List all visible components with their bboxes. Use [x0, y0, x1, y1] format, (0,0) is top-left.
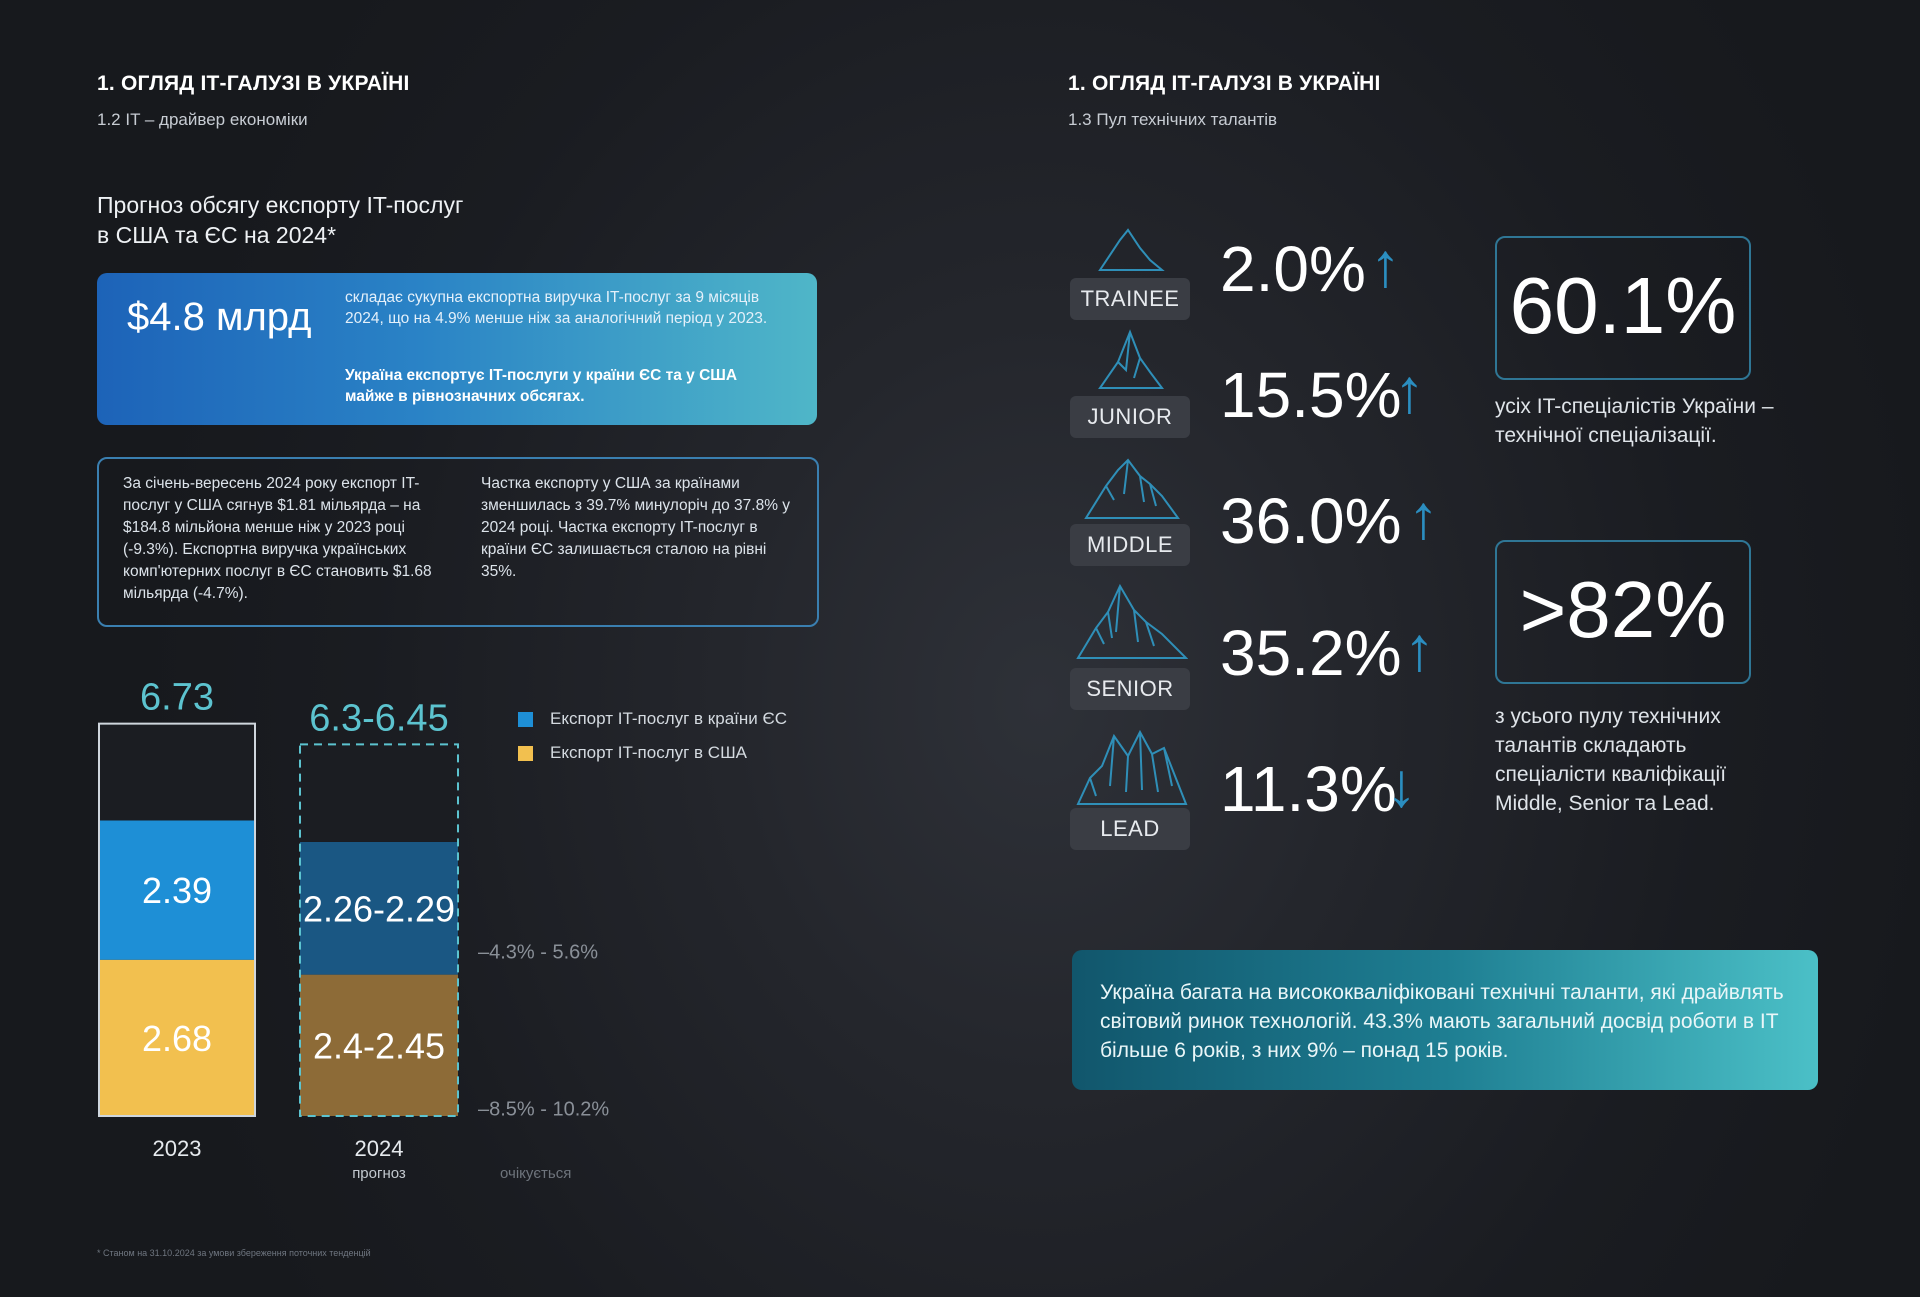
export-revenue-highlight: Україна експортує IT-послуги у країни ЄС…: [345, 367, 738, 405]
level-pct: 36.0%: [1220, 485, 1402, 557]
stat-box-technical-share: 60.1%: [1495, 236, 1751, 380]
stat-caption-line: спеціалісти кваліфікації: [1495, 763, 1727, 786]
mountain-range-icon: [1084, 458, 1180, 519]
export-revenue-card: $4.8 млрд складає сукупна експортна виру…: [97, 273, 817, 425]
legend-us-swatch: [518, 746, 533, 761]
footnote: * Станом на 31.10.2024 за умови збережен…: [97, 1248, 371, 1258]
arrow-up-icon: ↑: [1370, 231, 1401, 300]
chart-total-label: 6.73: [140, 677, 214, 719]
stat-caption-senior-share: з усього пулу технічних талантів складаю…: [1495, 702, 1835, 818]
chart-bar-segment: [98, 723, 256, 821]
chart-bar-segment: [300, 974, 458, 1116]
stat-caption-line: талантів складають: [1495, 734, 1687, 757]
level-pct: 15.5%: [1220, 359, 1402, 431]
chart-segment-label: 2.39: [142, 870, 212, 911]
right-section-title: 1. ОГЛЯД ІТ-ГАЛУЗІ В УКРАЇНІ: [1068, 72, 1381, 95]
talent-summary-text: Україна багата на висококваліфіковані те…: [1100, 981, 1784, 1062]
left-section-subtitle: 1.2 IT – драйвер економіки: [97, 110, 308, 129]
headline-line-2: в США та ЄС на 2024*: [97, 222, 337, 248]
export-details-usa: За січень-вересень 2024 року експорт IT-…: [123, 475, 432, 602]
chart-segment-label: 2.4-2.45: [313, 1025, 445, 1066]
level-pct: 11.3%: [1220, 753, 1397, 825]
chart-bar-segment: [98, 820, 256, 960]
legend-us-label: Експорт IT-послуг в США: [550, 743, 748, 762]
talent-summary-card: Україна багата на висококваліфіковані те…: [1072, 950, 1818, 1090]
chart-annotation-us: –8.5% - 10.2%: [478, 1098, 609, 1120]
export-stacked-bar-chart: 2.68 2.39 6.73 2023 2.4-2.45 2.26-2.29 6.3-6.4…: [98, 677, 609, 1182]
chart-category-label: 2023: [153, 1136, 202, 1161]
arrow-up-icon: ↑: [1394, 357, 1425, 426]
level-badge: LEAD: [1070, 808, 1190, 850]
level-middle: MIDDLE: [1070, 456, 1200, 566]
stat-caption-line: з усього пулу технічних: [1495, 705, 1721, 728]
headline-line-1: Прогноз обсягу експорту IT-послуг: [97, 192, 464, 218]
legend-eu-label: Експорт IT-послуг в країни ЄС: [550, 709, 787, 728]
level-pct: 2.0%: [1220, 233, 1366, 305]
stat-caption-line: Middle, Senior та Lead.: [1495, 792, 1715, 815]
level-junior: JUNIOR: [1070, 328, 1200, 438]
stat-value: >82%: [1519, 565, 1727, 654]
left-section-title: 1. ОГЛЯД ІТ-ГАЛУЗІ В УКРАЇНІ: [97, 72, 410, 95]
chart-bar-segment: [300, 841, 458, 975]
legend-eu-swatch: [518, 712, 533, 727]
export-details-share: Частка експорту у США за країнами зменши…: [481, 475, 791, 580]
stat-value: 60.1%: [1509, 261, 1737, 350]
chart-category-sublabel: прогноз: [352, 1165, 406, 1182]
export-revenue-text: складає сукупна експортна виручка IT-пос…: [345, 289, 768, 327]
level-badge: MIDDLE: [1070, 524, 1190, 566]
mountain-peak-icon: [1098, 329, 1164, 389]
level-lead: LEAD: [1070, 726, 1200, 850]
chart-bar-segment: [300, 744, 458, 842]
level-trainee: TRAINEE: [1070, 222, 1200, 322]
arrow-down-icon: ↓: [1386, 751, 1417, 820]
chart-segment-label: 2.68: [142, 1018, 212, 1059]
export-revenue-value: $4.8 млрд: [127, 295, 312, 339]
level-senior: SENIOR: [1070, 582, 1200, 710]
stat-caption-technical-share: усіх IT-спеціалістів України – технічної…: [1495, 392, 1855, 450]
stat-caption-line: технічної спеціалізації.: [1495, 424, 1717, 447]
arrow-up-icon: ↑: [1404, 615, 1435, 684]
chart-bar-outline: [98, 722, 256, 1118]
chart-category-label: 2024: [355, 1136, 404, 1161]
mountain-summit-icon: [1076, 729, 1188, 805]
stat-caption-line: усіх IT-спеціалістів України –: [1495, 395, 1774, 418]
level-badge: JUNIOR: [1070, 396, 1190, 438]
export-forecast-headline: Прогноз обсягу експорту IT-послуг в США …: [97, 190, 463, 250]
level-pct: 35.2%: [1220, 617, 1402, 689]
mountain-high-icon: [1076, 583, 1188, 659]
chart-annotation-eu: –4.3% - 5.6%: [478, 941, 598, 963]
right-section-subtitle: 1.3 Пул технічних талантів: [1068, 110, 1278, 129]
export-details-card: За січень-вересень 2024 року експорт IT-…: [97, 457, 819, 627]
mountain-small-icon: [1098, 228, 1165, 271]
chart-total-label: 6.3-6.45: [309, 697, 448, 739]
chart-bar-segment: [98, 959, 256, 1116]
arrow-up-icon: ↑: [1408, 483, 1439, 552]
stat-box-senior-share: >82%: [1495, 540, 1751, 684]
chart-annotation-note: очікується: [500, 1165, 571, 1182]
level-badge: TRAINEE: [1070, 278, 1190, 320]
chart-bar-outline: [299, 743, 459, 1118]
chart-segment-label: 2.26-2.29: [303, 888, 455, 929]
level-badge: SENIOR: [1070, 668, 1190, 710]
